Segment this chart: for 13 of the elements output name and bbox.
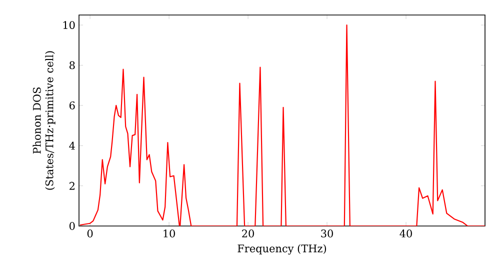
x-axis-title: Frequency (THz) — [238, 244, 326, 255]
y-tick-label: 2 — [70, 182, 74, 190]
x-tick-label: 0 — [87, 230, 93, 238]
y-tick-label: 0 — [70, 222, 75, 230]
y-tick-label: 4 — [69, 142, 75, 150]
y-tick-label: 6 — [70, 101, 75, 110]
x-tick-label: 30 — [321, 230, 333, 238]
x-tick-label: 40 — [400, 230, 412, 238]
x-tick-label: 10 — [164, 230, 175, 238]
x-tick-label: 20 — [242, 230, 254, 238]
y-tick-label: 10 — [63, 21, 75, 29]
y-tick-label: 8 — [70, 61, 75, 70]
y-axis-title: Phonon DOS (States/THz·primitive cell) — [32, 51, 56, 190]
